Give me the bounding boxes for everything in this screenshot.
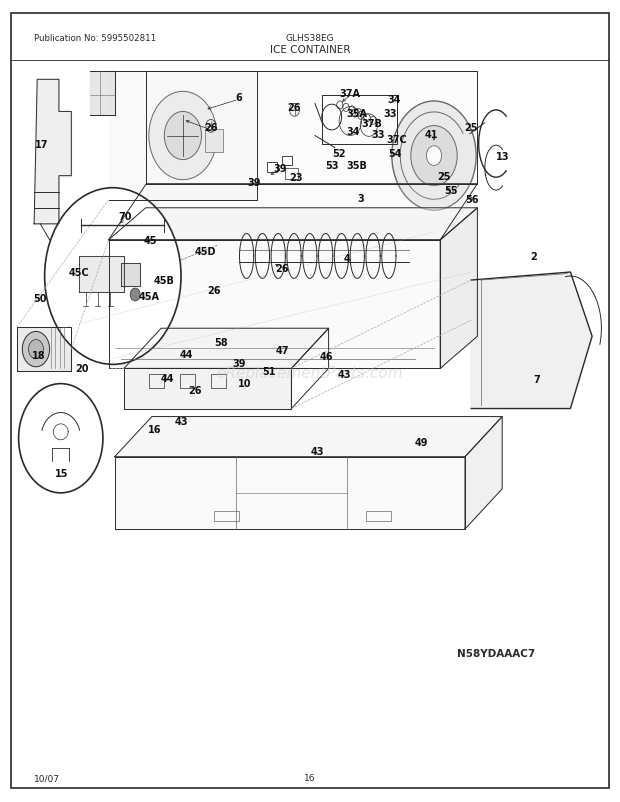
Text: 10/07: 10/07 xyxy=(34,773,60,783)
Text: 39: 39 xyxy=(273,164,287,173)
Text: 16: 16 xyxy=(304,773,316,783)
Text: 37C: 37C xyxy=(386,135,407,144)
Text: 35B: 35B xyxy=(346,161,367,171)
Text: 34: 34 xyxy=(347,127,360,136)
Text: 43: 43 xyxy=(175,416,188,426)
Text: 55: 55 xyxy=(445,186,458,196)
Bar xyxy=(366,512,391,521)
Bar xyxy=(149,375,164,389)
Text: 70: 70 xyxy=(118,212,132,221)
Text: 37B: 37B xyxy=(361,119,383,129)
Text: 39: 39 xyxy=(247,178,261,188)
Polygon shape xyxy=(471,273,592,409)
Polygon shape xyxy=(115,417,502,457)
Text: 25: 25 xyxy=(464,124,478,133)
Text: 45A: 45A xyxy=(138,292,159,302)
Circle shape xyxy=(149,92,217,180)
Polygon shape xyxy=(108,209,477,241)
Polygon shape xyxy=(440,209,477,369)
Text: eReplacementParts.com: eReplacementParts.com xyxy=(216,366,404,380)
Polygon shape xyxy=(115,457,465,529)
Text: 56: 56 xyxy=(466,195,479,205)
Text: 26: 26 xyxy=(204,124,218,133)
Polygon shape xyxy=(465,417,502,529)
Text: 43: 43 xyxy=(337,370,351,379)
Text: 44: 44 xyxy=(161,374,174,383)
Text: 26: 26 xyxy=(275,264,289,273)
Circle shape xyxy=(45,188,181,365)
Text: 6: 6 xyxy=(236,93,242,103)
Polygon shape xyxy=(124,369,291,409)
Bar xyxy=(180,375,195,389)
Text: 43: 43 xyxy=(311,447,324,456)
Bar xyxy=(214,512,239,521)
Text: 58: 58 xyxy=(214,338,228,347)
Text: 34: 34 xyxy=(387,95,401,104)
Polygon shape xyxy=(108,241,440,369)
Text: ICE CONTAINER: ICE CONTAINER xyxy=(270,45,350,55)
Polygon shape xyxy=(79,257,124,293)
Text: 45C: 45C xyxy=(69,268,90,277)
Text: 54: 54 xyxy=(388,149,402,159)
Circle shape xyxy=(411,127,457,186)
Bar xyxy=(267,163,277,172)
Circle shape xyxy=(19,384,103,493)
Text: 39: 39 xyxy=(232,358,246,368)
Text: 7: 7 xyxy=(533,375,539,384)
Text: 41: 41 xyxy=(424,130,438,140)
Text: 17: 17 xyxy=(35,140,49,149)
Text: 18: 18 xyxy=(32,350,46,360)
Circle shape xyxy=(164,112,202,160)
Text: 35A: 35A xyxy=(346,109,367,119)
Text: 26: 26 xyxy=(207,286,221,295)
Text: 45B: 45B xyxy=(154,276,175,286)
Text: 50: 50 xyxy=(33,294,47,303)
Text: 15: 15 xyxy=(55,468,69,478)
Text: 45: 45 xyxy=(143,236,157,245)
Polygon shape xyxy=(121,264,140,286)
Circle shape xyxy=(130,289,140,302)
Text: 26: 26 xyxy=(288,103,301,113)
Text: 13: 13 xyxy=(495,152,509,161)
Text: Publication No: 5995502811: Publication No: 5995502811 xyxy=(34,34,156,43)
Text: 46: 46 xyxy=(320,352,334,362)
Text: 33: 33 xyxy=(384,109,397,119)
Polygon shape xyxy=(108,72,257,200)
Text: 2: 2 xyxy=(530,252,536,261)
Text: 47: 47 xyxy=(275,346,289,355)
Text: 4: 4 xyxy=(344,254,350,264)
Text: 33: 33 xyxy=(371,130,385,140)
Circle shape xyxy=(29,340,43,359)
Text: 25: 25 xyxy=(437,172,451,181)
Text: 44: 44 xyxy=(179,350,193,359)
Text: N58YDAAAC7: N58YDAAAC7 xyxy=(457,649,535,658)
Text: 45D: 45D xyxy=(195,247,216,257)
Text: 53: 53 xyxy=(325,161,339,171)
Text: 20: 20 xyxy=(75,364,89,374)
Polygon shape xyxy=(90,72,115,116)
Polygon shape xyxy=(146,72,477,184)
Circle shape xyxy=(392,102,476,211)
Text: 3: 3 xyxy=(358,194,364,204)
Text: 10: 10 xyxy=(237,379,251,388)
Text: 52: 52 xyxy=(332,149,345,159)
Bar xyxy=(282,156,292,166)
Bar xyxy=(211,375,226,389)
Bar xyxy=(285,168,298,180)
Polygon shape xyxy=(34,80,71,225)
Text: 37A: 37A xyxy=(340,89,361,99)
Text: 49: 49 xyxy=(415,438,428,448)
Circle shape xyxy=(427,147,441,166)
Text: 26: 26 xyxy=(188,386,202,395)
Text: GLHS38EG: GLHS38EG xyxy=(286,34,334,43)
Polygon shape xyxy=(124,329,329,369)
Polygon shape xyxy=(17,327,71,371)
Text: 23: 23 xyxy=(290,173,303,183)
Text: 16: 16 xyxy=(148,424,162,434)
Polygon shape xyxy=(108,184,477,241)
Text: 51: 51 xyxy=(262,367,276,376)
Bar xyxy=(205,130,223,152)
Circle shape xyxy=(22,332,50,367)
